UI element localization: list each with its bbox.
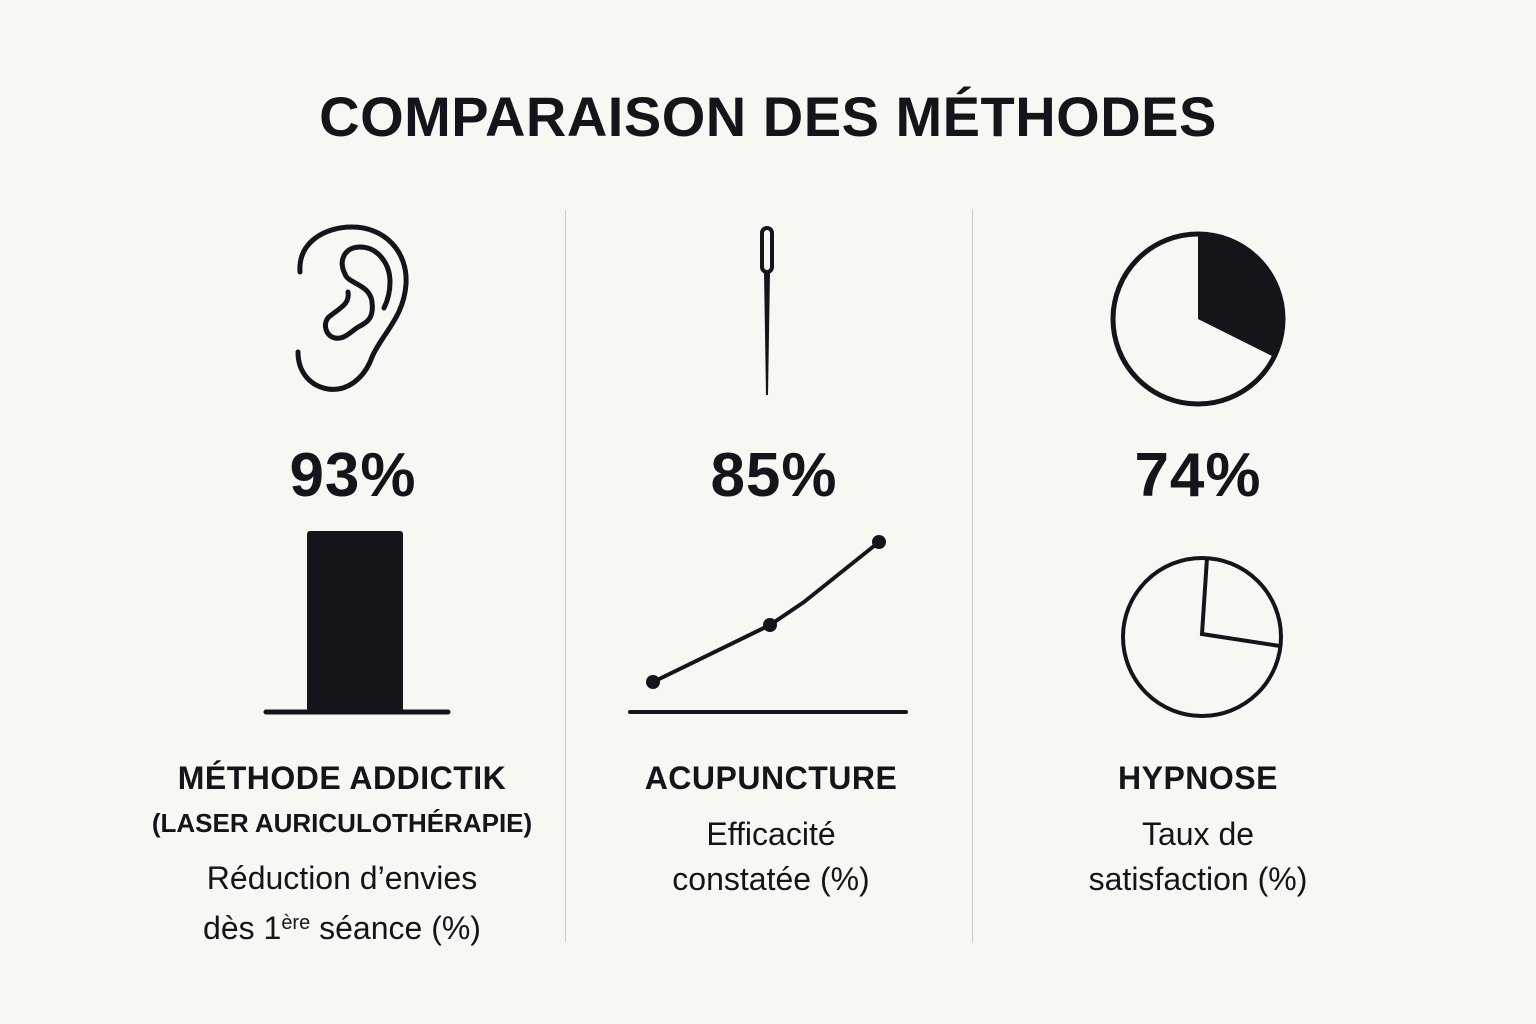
metric-line: dès 1ère séance (%) — [203, 910, 481, 946]
metric-line: Réduction d’envies — [206, 860, 478, 896]
value-acupuncture: 85% — [710, 441, 838, 510]
column-divider — [565, 210, 566, 942]
method-column-acupuncture: 85% ACUPUNCTURE Efficacité constatée (%) — [566, 0, 972, 1024]
column-divider — [972, 210, 973, 942]
metric-description: Taux de satisfaction (%) — [973, 812, 1423, 902]
method-column-addictik: 93% MÉTHODE ADDICTIK (LASER AURICULOTHÉR… — [0, 0, 565, 1024]
pie-chart-mini — [1121, 556, 1283, 718]
line-chart-mini — [628, 535, 908, 714]
metric-line: satisfaction (%) — [1088, 861, 1308, 897]
metric-description: Efficacité constatée (%) — [566, 812, 976, 902]
method-name: ACUPUNCTURE — [644, 760, 898, 796]
page-title: COMPARAISON DES MÉTHODES — [319, 85, 1217, 148]
method-name: HYPNOSE — [1118, 760, 1278, 796]
metric-line: Efficacité — [706, 816, 836, 852]
bar-chart-mini — [263, 531, 451, 715]
method-subtitle: (LASER AURICULOTHÉRAPIE) — [151, 808, 533, 838]
method-column-hypnose: 74% HYPNOSE Taux de satisfaction (%) — [973, 0, 1536, 1024]
value-addictik: 93% — [289, 441, 417, 510]
method-name: MÉTHODE ADDICTIK — [177, 760, 507, 796]
needle-icon — [760, 226, 774, 395]
metric-line: Taux de — [1141, 816, 1255, 852]
pie-icon — [1110, 231, 1286, 407]
metric-line: constatée (%) — [672, 861, 870, 897]
ear-icon — [295, 224, 409, 392]
value-hypnose: 74% — [1134, 441, 1262, 510]
metric-description: Réduction d’envies dès 1ère séance (%) — [100, 856, 584, 951]
